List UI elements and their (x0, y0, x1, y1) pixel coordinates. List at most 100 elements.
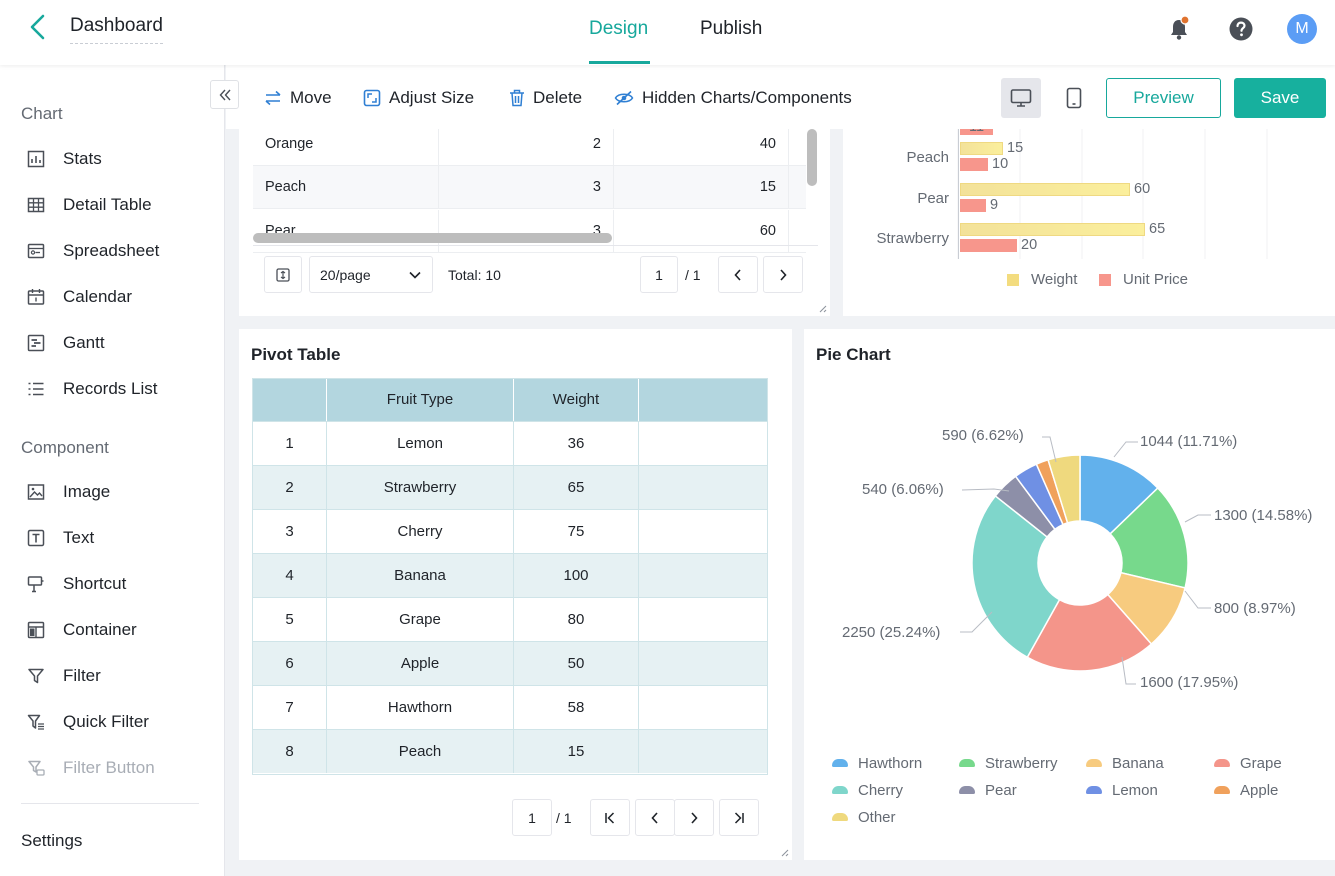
table-row: Pear 3 60 (253, 210, 806, 253)
detail-table-card[interactable]: Orange 2 40 Peach 3 15 Pear 3 60 20/page… (239, 129, 830, 316)
help-icon[interactable] (1228, 16, 1254, 42)
column-header[interactable]: Fruit Type (327, 379, 514, 421)
tab-publish[interactable]: Publish (700, 18, 763, 39)
sidebar-item-records-list[interactable]: Records List (27, 376, 217, 402)
save-button[interactable]: Save (1234, 78, 1326, 118)
table-cell (639, 642, 767, 685)
chevron-right-icon (780, 268, 787, 281)
page-size-select[interactable]: 20/page (309, 256, 433, 293)
pie-slice-label: 1044 (11.71%) (1140, 433, 1238, 450)
pie-slice-label: 2250 (25.24%) (842, 624, 941, 641)
legend-label: Grape (1240, 754, 1282, 772)
tab-design[interactable]: Design (589, 18, 649, 39)
pie-leader-line (1184, 590, 1211, 609)
pie-legend-item-strawberry[interactable]: Strawberry (959, 753, 1058, 773)
legend-unit-price[interactable]: Unit Price (1123, 271, 1189, 288)
pie-leader-line (1184, 514, 1211, 523)
pie-chart-card[interactable]: Pie Chart 1044 (11.71%) 1300 (14.58%) 800 … (804, 329, 1335, 860)
bar-unit-price[interactable] (960, 199, 986, 212)
sidebar-item-filter[interactable]: Filter (27, 663, 217, 689)
sidebar-item-container[interactable]: Container (27, 617, 217, 643)
resize-handle-icon[interactable] (779, 847, 789, 857)
user-avatar[interactable]: M (1287, 14, 1317, 44)
mobile-view-button[interactable] (1054, 78, 1094, 118)
pie-slice-cherry[interactable] (971, 494, 1061, 659)
column-header[interactable]: Weight (514, 379, 639, 421)
move-button[interactable]: Move (264, 87, 332, 109)
table-cell: 8 (253, 730, 327, 773)
back-arrow-icon[interactable] (26, 14, 50, 40)
pie-legend-item-apple[interactable]: Apple (1214, 780, 1278, 800)
pivot-table-card[interactable]: Pivot Table Fruit Type Weight 1 Lemon 36 2 S… (239, 329, 792, 860)
sidebar-item-quick-filter[interactable]: Quick Filter (27, 709, 217, 735)
pie-legend-item-banana[interactable]: Banana (1086, 753, 1164, 773)
table-cell: 50 (514, 642, 639, 685)
sidebar-item-stats[interactable]: Stats (27, 146, 217, 172)
pie-slice-grape[interactable] (1026, 593, 1153, 672)
hidden-charts-button[interactable]: Hidden Charts/Components (614, 87, 852, 109)
pie-slice-strawberry[interactable] (1109, 486, 1189, 589)
filter-button-icon (28, 760, 45, 776)
bar-value: 20 (1021, 237, 1038, 253)
pie-legend-item-other[interactable]: Other (832, 807, 896, 827)
bar-weight[interactable] (960, 142, 1003, 155)
component-section-title: Component (21, 438, 109, 457)
last-page-button[interactable] (719, 799, 759, 836)
pie-slice-label: 1300 (14.58%) (1214, 507, 1313, 524)
page-input[interactable]: 1 (640, 256, 678, 293)
next-page-button[interactable] (763, 256, 803, 293)
sidebar-item-gantt[interactable]: Gantt (27, 330, 217, 356)
pie-legend-item-pear[interactable]: Pear (959, 780, 1017, 800)
bar-weight[interactable] (960, 183, 1130, 196)
notification-bell-icon[interactable] (1166, 16, 1192, 42)
sidebar-item-detail-table[interactable]: Detail Table (27, 192, 217, 218)
bar-unit-price[interactable] (960, 158, 988, 171)
page-count: / 1 (685, 267, 701, 283)
prev-page-button[interactable] (635, 799, 675, 836)
adjust-size-button[interactable]: Adjust Size (363, 87, 474, 109)
sidebar-item-image[interactable]: Image (27, 479, 217, 505)
delete-button[interactable]: Delete (509, 87, 582, 109)
pie-legend-item-grape[interactable]: Grape (1214, 753, 1282, 773)
image-icon (27, 484, 45, 500)
first-page-button[interactable] (590, 799, 630, 836)
horizontal-scrollbar[interactable] (253, 233, 612, 243)
table-row: 5 Grape 80 (253, 597, 767, 641)
pie-slice-label: 540 (6.06%) (862, 481, 944, 498)
move-label: Move (290, 88, 332, 107)
legend-weight[interactable]: Weight (1031, 271, 1078, 288)
collapse-sidebar-button[interactable] (210, 80, 239, 109)
column-settings-button[interactable] (264, 256, 302, 293)
active-tab-indicator (589, 61, 650, 64)
bar-weight[interactable] (960, 223, 1145, 236)
trash-icon (510, 89, 524, 107)
table-cell: 40 (614, 129, 789, 166)
sidebar-item-label: Records List (63, 379, 158, 398)
pie-legend-item-cherry[interactable]: Cherry (832, 780, 903, 800)
dashboard-title[interactable]: Dashboard (70, 15, 163, 44)
sidebar-item-settings[interactable]: Settings (21, 831, 83, 850)
pie-leader-line (960, 611, 993, 633)
table-cell: Banana (327, 554, 514, 597)
vertical-scrollbar[interactable] (807, 129, 817, 186)
pie-slice-label: 1600 (17.95%) (1140, 674, 1239, 691)
pie-slice-other[interactable] (1047, 454, 1081, 524)
page-input[interactable]: 1 (512, 799, 552, 836)
bar-unit-price[interactable] (960, 239, 1017, 252)
sidebar-item-text[interactable]: Text (27, 525, 217, 551)
pie-legend-item-hawthorn[interactable]: Hawthorn (832, 753, 922, 773)
preview-button[interactable]: Preview (1106, 78, 1221, 118)
sidebar-item-calendar[interactable]: Calendar (27, 284, 217, 310)
desktop-view-button[interactable] (1001, 78, 1041, 118)
mobile-icon (1066, 87, 1082, 109)
pie-legend-item-lemon[interactable]: Lemon (1086, 780, 1158, 800)
sidebar-item-spreadsheet[interactable]: Spreadsheet (27, 238, 217, 264)
table-cell: 4 (253, 554, 327, 597)
prev-page-button[interactable] (718, 256, 758, 293)
table-cell: 1 (253, 422, 327, 465)
sidebar-item-shortcut[interactable]: Shortcut (27, 571, 217, 597)
resize-handle-icon[interactable] (817, 303, 827, 313)
next-page-button[interactable] (674, 799, 714, 836)
chevron-left-icon (651, 811, 658, 824)
